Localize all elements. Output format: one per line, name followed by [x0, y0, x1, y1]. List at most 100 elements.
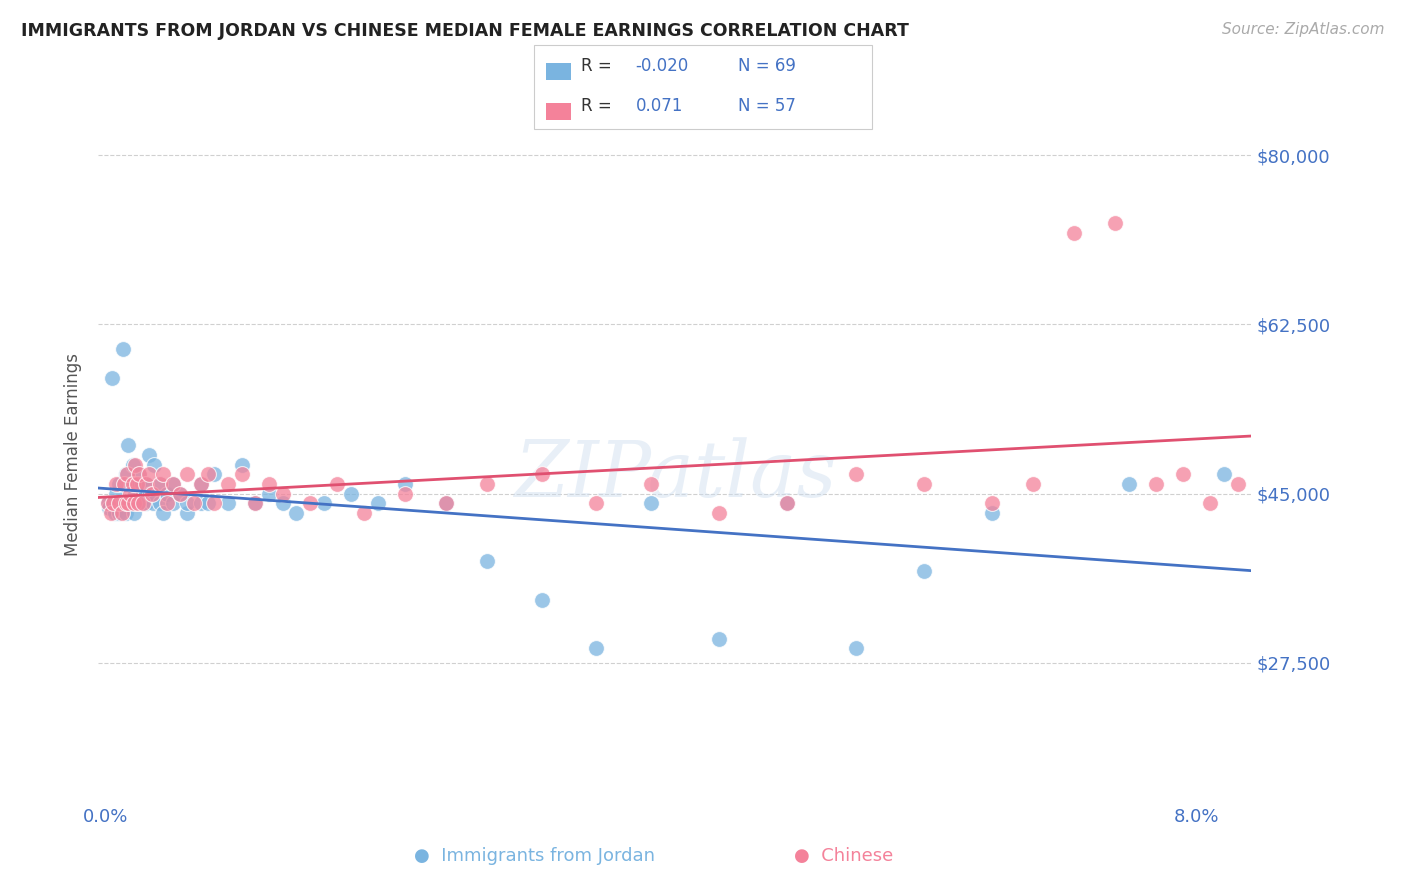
Point — [128, 467, 150, 482]
Point — [120, 476, 142, 491]
Point — [121, 496, 143, 510]
Point — [114, 496, 136, 510]
Point — [1213, 467, 1236, 482]
Point — [122, 506, 145, 520]
Point — [152, 467, 174, 482]
Point — [434, 496, 457, 510]
Point — [121, 458, 143, 472]
Point — [312, 496, 335, 510]
Point — [245, 496, 267, 510]
Point — [190, 476, 212, 491]
Point — [141, 486, 163, 500]
Point — [138, 448, 160, 462]
Point — [103, 496, 125, 510]
Point — [1104, 216, 1126, 230]
Point — [104, 506, 127, 520]
Point — [1171, 467, 1194, 482]
Text: Source: ZipAtlas.com: Source: ZipAtlas.com — [1222, 22, 1385, 37]
Point — [132, 486, 155, 500]
Point — [108, 506, 131, 520]
Point — [117, 496, 139, 510]
Point — [97, 496, 120, 510]
Text: ZIPatlas: ZIPatlas — [513, 438, 837, 514]
Point — [640, 496, 662, 510]
Point — [912, 564, 935, 578]
Point — [111, 342, 134, 356]
Point — [298, 496, 321, 510]
Point — [271, 496, 294, 510]
Text: ●  Immigrants from Jordan: ● Immigrants from Jordan — [413, 847, 655, 865]
Point — [176, 506, 198, 520]
Point — [131, 476, 153, 491]
Point — [117, 438, 139, 452]
Point — [156, 496, 179, 510]
Point — [202, 467, 225, 482]
Point — [530, 592, 553, 607]
Point — [115, 496, 138, 510]
Point — [135, 476, 157, 491]
Point — [128, 467, 150, 482]
Point — [912, 476, 935, 491]
Point — [143, 458, 166, 472]
Point — [197, 496, 219, 510]
Point — [114, 467, 136, 482]
Point — [477, 554, 499, 568]
Y-axis label: Median Female Earnings: Median Female Earnings — [65, 353, 83, 557]
Point — [1022, 476, 1045, 491]
Point — [112, 476, 135, 491]
Text: IMMIGRANTS FROM JORDAN VS CHINESE MEDIAN FEMALE EARNINGS CORRELATION CHART: IMMIGRANTS FROM JORDAN VS CHINESE MEDIAN… — [21, 22, 908, 40]
Point — [114, 506, 136, 520]
Point — [162, 476, 184, 491]
Point — [97, 496, 120, 510]
Point — [125, 496, 148, 510]
Point — [149, 476, 172, 491]
Point — [149, 496, 172, 510]
Point — [103, 496, 125, 510]
Point — [108, 476, 131, 491]
Point — [124, 458, 146, 472]
Point — [709, 506, 731, 520]
Text: R =: R = — [581, 57, 617, 75]
Point — [118, 486, 141, 500]
Point — [845, 467, 868, 482]
Point — [121, 476, 143, 491]
Point — [169, 486, 191, 500]
Point — [1199, 496, 1222, 510]
Point — [477, 476, 499, 491]
Point — [127, 496, 149, 510]
Point — [367, 496, 389, 510]
Point — [132, 496, 155, 510]
Point — [139, 486, 162, 500]
Point — [257, 486, 280, 500]
Point — [115, 467, 138, 482]
Point — [135, 476, 157, 491]
Text: 0.071: 0.071 — [636, 97, 683, 115]
Point — [1063, 226, 1085, 240]
Point — [190, 476, 212, 491]
Point — [129, 496, 152, 510]
Text: ●  Chinese: ● Chinese — [794, 847, 893, 865]
Point — [149, 476, 172, 491]
Point — [127, 476, 149, 491]
Point — [169, 486, 191, 500]
Point — [530, 467, 553, 482]
Point — [285, 506, 308, 520]
Point — [1226, 476, 1249, 491]
Point — [231, 467, 253, 482]
Point — [183, 496, 205, 510]
Point — [394, 486, 416, 500]
Point — [217, 496, 239, 510]
Point — [776, 496, 799, 510]
Point — [110, 496, 132, 510]
Point — [585, 641, 607, 656]
Text: -0.020: -0.020 — [636, 57, 689, 75]
Text: N = 57: N = 57 — [738, 97, 796, 115]
Point — [271, 486, 294, 500]
Point — [156, 486, 179, 500]
Point — [326, 476, 349, 491]
Point — [118, 496, 141, 510]
Point — [176, 496, 198, 510]
Point — [107, 496, 129, 510]
Text: N = 69: N = 69 — [738, 57, 796, 75]
Point — [245, 496, 267, 510]
